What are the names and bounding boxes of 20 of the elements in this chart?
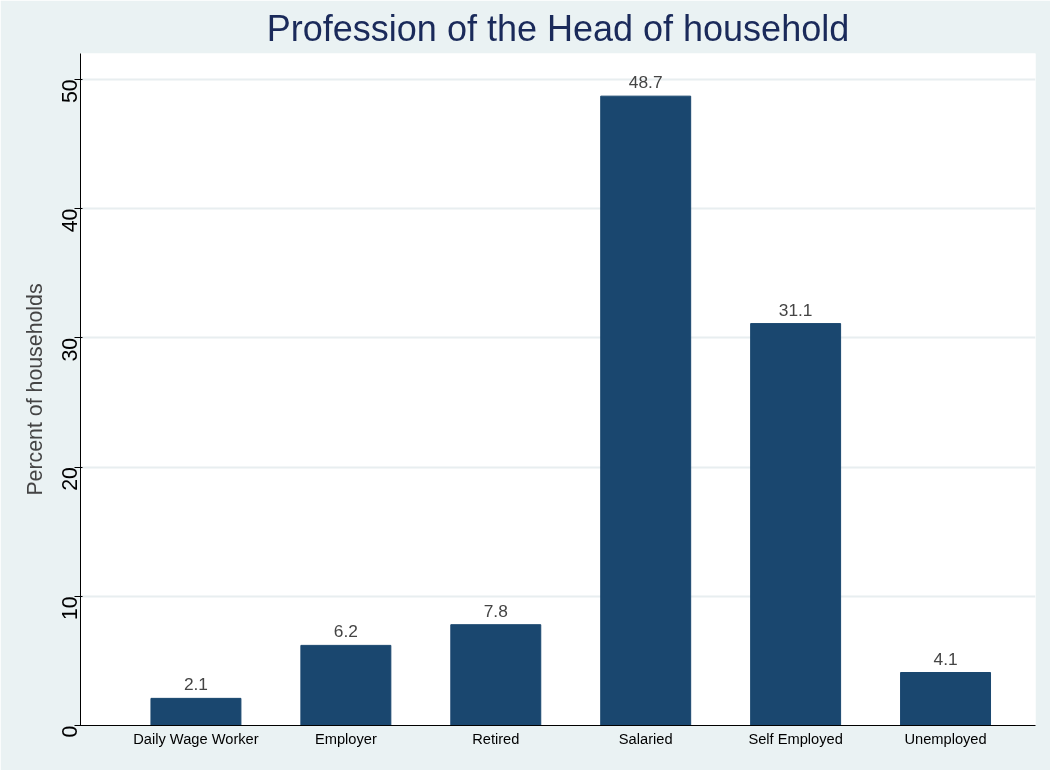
- data-label: 31.1: [778, 299, 813, 320]
- y-tick-label: 10: [58, 596, 82, 620]
- data-label: 2.1: [183, 674, 208, 695]
- data-label: 4.1: [933, 648, 958, 669]
- x-tick-label: Self Employed: [748, 730, 843, 747]
- x-tick-label: Unemployed: [904, 730, 987, 747]
- y-tick-label: 0: [58, 725, 82, 738]
- y-axis-title: Percent of households: [22, 283, 47, 496]
- chart-title: Profession of the Head of household: [266, 7, 850, 49]
- y-tick-label: 30: [58, 337, 82, 362]
- data-label: 7.8: [483, 600, 508, 621]
- y-tick-label: 20: [58, 466, 82, 491]
- y-tick-label: 40: [58, 208, 82, 233]
- data-label: 6.2: [333, 621, 358, 642]
- x-tick-label: Employer: [314, 730, 377, 747]
- y-tick-label: 50: [58, 79, 82, 104]
- data-label: 48.7: [628, 72, 663, 93]
- x-tick-label: Salaried: [618, 730, 673, 747]
- x-tick-label: Daily Wage Worker: [133, 730, 259, 747]
- x-tick-label: Retired: [472, 730, 520, 747]
